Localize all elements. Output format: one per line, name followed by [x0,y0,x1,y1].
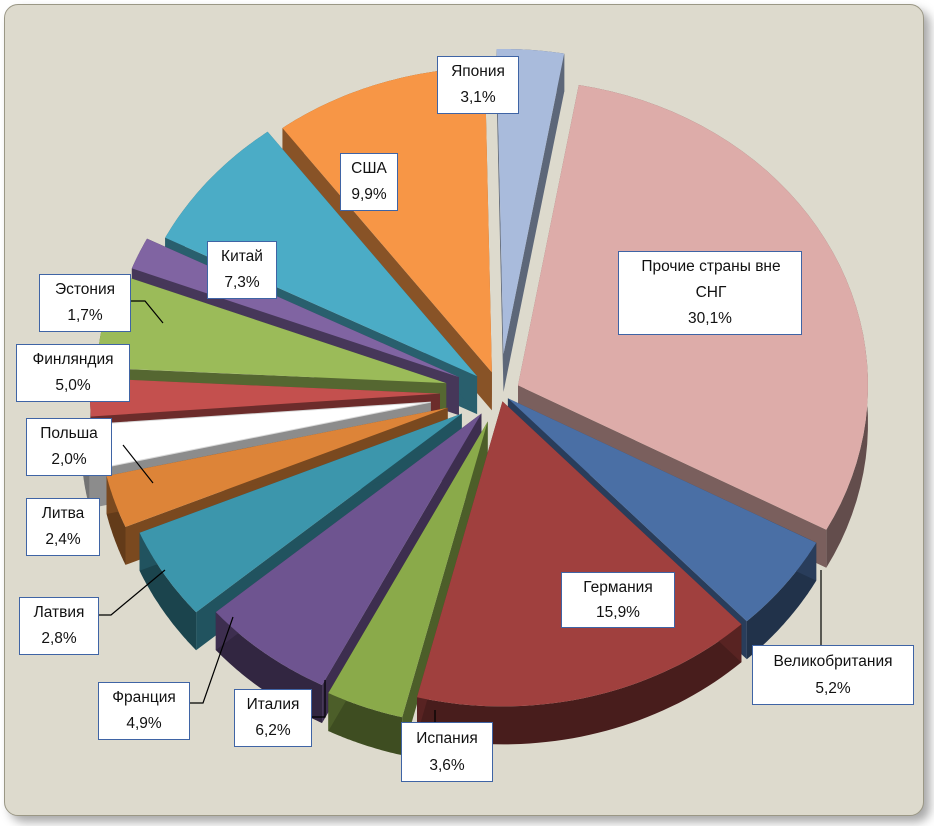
leader-line [312,680,326,718]
slice-top [417,401,742,707]
slice-side [328,693,403,756]
label-italy: Италия 6,2% [234,689,312,747]
label-poland: Польша 2,0% [26,418,112,476]
label-estonia: Эстония 1,7% [39,274,131,332]
slice-top [282,67,492,373]
slice-edge [496,49,504,392]
slice-top [106,407,448,527]
slice-3 [328,421,488,756]
leader-line [131,300,164,324]
label-china: Китай 7,3% [207,241,277,299]
label-germany: Германия 15,9% [561,572,675,628]
slice-top [215,413,482,686]
slice-2 [417,401,742,745]
label-lithuania: Литва 2,4% [26,498,100,556]
slice-top [507,398,817,622]
slice-top [496,49,565,354]
slice-top [96,274,447,384]
label-usa: США 9,9% [340,153,398,211]
label-uk: Великобритания 5,2% [752,645,914,705]
slice-edge [402,421,488,756]
chart-area: Прочие страны вне СНГ 30,1% Великобритан… [4,4,924,816]
pie-chart [81,49,868,756]
label-spain: Испания 3,6% [401,722,493,782]
label-finland: Финляндия 5,0% [16,344,130,402]
leader-line [99,569,166,616]
label-other-non-cis: Прочие страны вне СНГ 30,1% [618,251,802,335]
slice-top [139,413,462,613]
leader-line [122,444,154,484]
label-france: Франция 4,9% [98,682,190,740]
label-latvia: Латвия 2,8% [19,597,99,655]
label-japan: Япония 3,1% [437,56,519,114]
slice-edge [503,53,565,392]
slice-top [328,421,488,718]
slice-top [165,131,478,377]
slice-side [417,624,742,745]
leader-line [190,616,234,704]
slice-top [90,378,440,417]
